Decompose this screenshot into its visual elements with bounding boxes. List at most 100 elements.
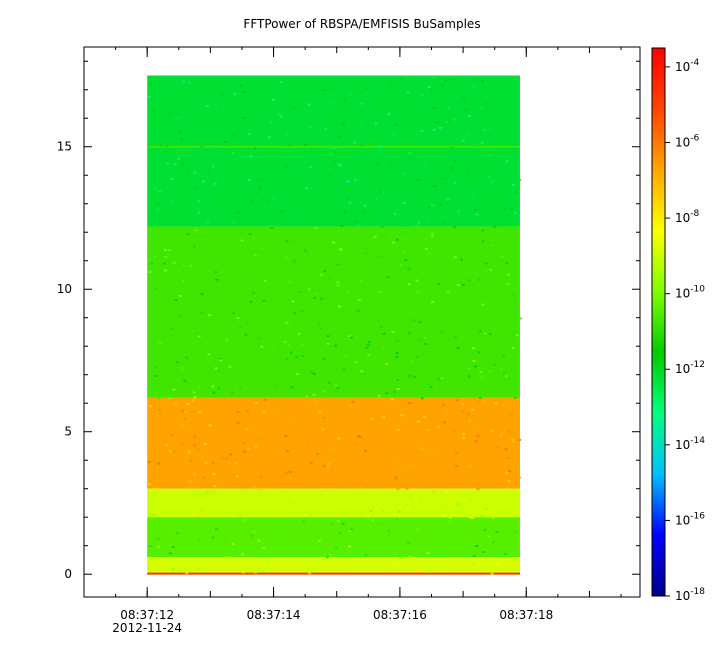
heatmap-speckle [475, 144, 479, 147]
heatmap-speckle [188, 459, 192, 462]
heatmap-speckle [404, 259, 408, 262]
chart-title: FFTPower of RBSPA/EMFISIS BuSamples [243, 17, 481, 31]
heatmap-speckle [438, 77, 442, 80]
heatmap-speckle [267, 569, 271, 572]
heatmap-speckle [353, 530, 357, 533]
heatmap-speckle [230, 385, 234, 388]
heatmap-speckle [273, 385, 277, 388]
x-tick-label: 08:37:16 [373, 608, 427, 622]
heatmap-speckle [377, 394, 381, 397]
heatmap-speckle [312, 372, 316, 375]
heatmap-speckle [188, 481, 192, 484]
heatmap-speckle [485, 96, 489, 99]
heatmap-speckle [191, 101, 195, 104]
heatmap-speckle [460, 119, 464, 122]
heatmap-speckle [429, 88, 433, 91]
heatmap-speckle [502, 372, 506, 375]
heatmap-speckle [220, 457, 224, 460]
heatmap-speckle [351, 479, 355, 482]
heatmap-speckle [450, 167, 454, 170]
heatmap-speckle [303, 139, 307, 142]
heatmap-speckle [396, 339, 400, 342]
heatmap-speckle [430, 233, 434, 236]
heatmap-speckle [299, 172, 303, 175]
heatmap-speckle [199, 540, 203, 543]
heatmap-speckle [180, 442, 184, 445]
heatmap-speckle [167, 113, 171, 116]
heatmap-speckle [346, 180, 350, 183]
heatmap-speckle [497, 434, 501, 437]
heatmap-speckle [240, 239, 244, 242]
heatmap-speckle [402, 231, 406, 234]
heatmap-speckle [487, 153, 491, 156]
heatmap-speckle [159, 315, 163, 318]
heatmap-speckle [230, 391, 234, 394]
heatmap-speckle [313, 163, 317, 166]
heatmap-speckle [401, 324, 405, 327]
heatmap-speckle [391, 330, 395, 333]
heatmap-speckle [197, 335, 201, 338]
colorbar-tick-label: 10-12 [675, 360, 705, 376]
heatmap-speckle [410, 257, 414, 260]
heatmap-speckle [371, 417, 375, 420]
heatmap-speckle [203, 442, 207, 445]
heatmap-speckle [381, 570, 385, 573]
heatmap-speckle [478, 366, 482, 369]
heatmap-speckle [196, 180, 200, 183]
heatmap-speckle [382, 347, 386, 350]
heatmap-speckle [482, 128, 486, 131]
heatmap-speckle [327, 381, 331, 384]
heatmap-speckle [404, 460, 408, 463]
heatmap-speckle [365, 92, 369, 95]
heatmap-speckle [208, 424, 212, 427]
heatmap-speckle [223, 536, 227, 539]
heatmap-speckle [506, 250, 510, 253]
heatmap-speckle [176, 532, 180, 535]
heatmap-speckle [400, 222, 404, 225]
heatmap-speckle [236, 411, 240, 414]
heatmap-speckle [257, 179, 261, 182]
colorbar-tick-label: 10-14 [675, 436, 705, 452]
heatmap-speckle [506, 428, 510, 431]
heatmap-speckle [271, 197, 275, 200]
heatmap-speckle [388, 338, 392, 341]
heatmap-speckle [395, 123, 399, 126]
heatmap-speckle [329, 522, 333, 525]
heatmap-speckle [467, 279, 471, 282]
heatmap-speckle [158, 396, 162, 399]
heatmap-speckle [494, 188, 498, 191]
heatmap-speckle [505, 472, 509, 475]
heatmap-speckle [494, 176, 498, 179]
heatmap-speckle [420, 447, 424, 450]
heatmap-speckle [364, 252, 368, 255]
heatmap-speckle [241, 553, 245, 556]
heatmap-speckle [355, 281, 359, 284]
heatmap-speckle [444, 535, 448, 538]
heatmap-speckle [471, 196, 475, 199]
heatmap-speckle [496, 445, 500, 448]
heatmap-speckle [163, 185, 167, 188]
heatmap-speckle [481, 229, 485, 232]
heatmap-speckle [243, 90, 247, 93]
heatmap-speckle [152, 109, 156, 112]
heatmap-speckle [254, 165, 258, 168]
heatmap-speckle [285, 358, 289, 361]
heatmap-speckle [519, 317, 523, 320]
heatmap-speckle [490, 572, 494, 575]
heatmap-speckle [211, 536, 215, 539]
heatmap-speckle [334, 344, 338, 347]
heatmap-speckle [413, 558, 417, 561]
heatmap-speckle [344, 236, 348, 239]
heatmap-speckle [153, 188, 157, 191]
heatmap-speckle [170, 178, 174, 181]
heatmap-speckle [306, 441, 310, 444]
heatmap-speckle [518, 178, 522, 181]
heatmap-speckle [350, 147, 354, 150]
heatmap-speckle [223, 140, 227, 143]
heatmap-speckle [488, 332, 492, 335]
heatmap-speckle [236, 317, 240, 320]
heatmap-speckle [513, 212, 517, 215]
heatmap-speckle [416, 178, 420, 181]
heatmap-speckle [508, 470, 512, 473]
